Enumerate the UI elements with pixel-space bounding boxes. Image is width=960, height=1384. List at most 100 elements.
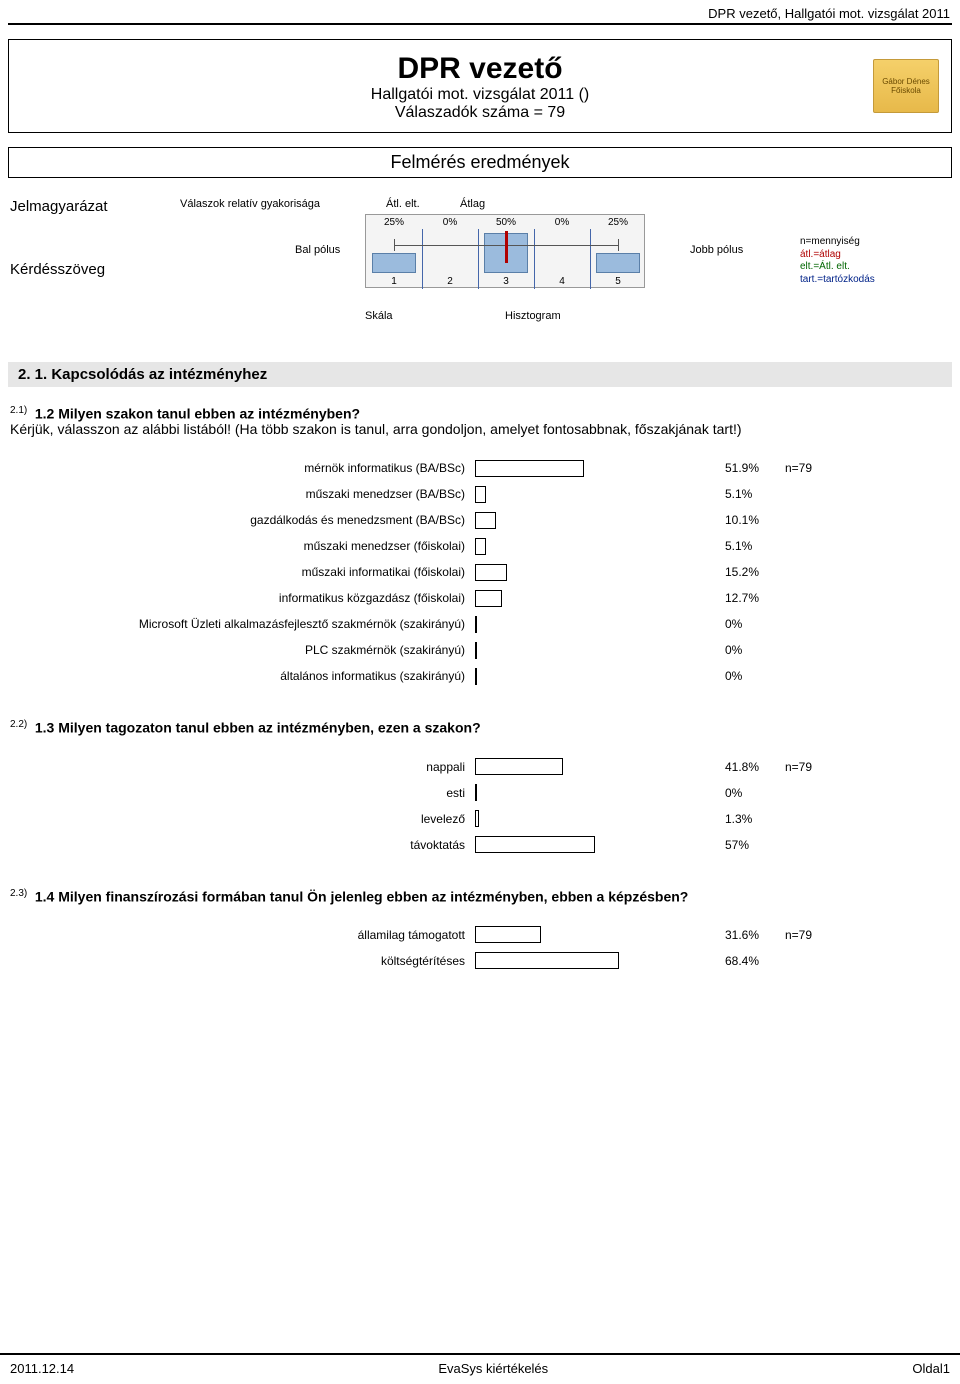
result-bar <box>475 836 685 853</box>
result-value: 57% <box>685 838 775 852</box>
hist-avg-marker <box>505 231 508 263</box>
result-label: esti <box>10 786 475 800</box>
result-n: n=79 <box>775 760 855 774</box>
q21-title: 1.2 Milyen szakon tanul ebben az intézmé… <box>35 405 360 421</box>
legend-jel: Jelmagyarázat <box>10 198 108 215</box>
result-row: államilag támogatott 31.6%n=79 <box>10 922 950 948</box>
legend-skala-label: Skála <box>365 310 393 322</box>
q23-num: 2.3) <box>10 888 27 899</box>
legend-left: Jelmagyarázat Kérdésszöveg <box>10 198 108 278</box>
result-value: 31.6% <box>685 928 775 942</box>
result-row: nappali 41.8%n=79 <box>10 754 950 780</box>
hist-pct-1: 25% <box>384 217 404 228</box>
result-value: 5.1% <box>685 487 775 501</box>
result-label: műszaki menedzser (BA/BSc) <box>10 487 475 501</box>
result-bar <box>475 616 685 633</box>
legend-stats: n=mennyiség átl.=átlag elt.=Átl. elt. ta… <box>800 236 875 286</box>
result-row: mérnök informatikus (BA/BSc) 51.9%n=79 <box>10 455 950 481</box>
result-n: n=79 <box>775 461 855 475</box>
legend-hisz-label: Hisztogram <box>505 310 561 322</box>
hist-tick <box>478 229 479 289</box>
hist-whisker-end <box>394 239 395 251</box>
title-box: DPR vezető Hallgatói mot. vizsgálat 2011… <box>8 39 952 133</box>
q22-title: 1.3 Milyen tagozaton tanul ebben az inté… <box>35 720 481 736</box>
header-rule <box>8 23 952 25</box>
legend-jobb-label: Jobb pólus <box>690 244 743 256</box>
hist-tick <box>534 229 535 289</box>
result-value: 41.8% <box>685 760 775 774</box>
result-bar <box>475 590 685 607</box>
header-line: DPR vezető, Hallgatói mot. vizsgálat 201… <box>0 0 960 23</box>
result-bar <box>475 784 685 801</box>
hist-tick <box>590 229 591 289</box>
hist-num-3: 3 <box>503 276 509 287</box>
question-2-1: 2.1) 1.2 Milyen szakon tanul ebben az in… <box>10 405 950 689</box>
result-label: gazdálkodás és menedzsment (BA/BSc) <box>10 513 475 527</box>
hist-tick <box>422 229 423 289</box>
result-value: 0% <box>685 643 775 657</box>
legend-tart: tart.=tartózkodás <box>800 274 875 287</box>
result-label: nappali <box>10 760 475 774</box>
result-value: 68.4% <box>685 954 775 968</box>
result-row: műszaki menedzser (BA/BSc) 5.1% <box>10 481 950 507</box>
result-row: műszaki informatikai (főiskolai) 15.2% <box>10 559 950 585</box>
result-label: általános informatikus (szakirányú) <box>10 669 475 683</box>
hist-pct-4: 0% <box>555 217 569 228</box>
result-label: műszaki menedzser (főiskolai) <box>10 539 475 553</box>
result-label: államilag támogatott <box>10 928 475 942</box>
legend-atlag-label: Átlag <box>460 198 485 210</box>
q22-rows: nappali41.8%n=79esti0%levelező1.3%távokt… <box>10 754 950 858</box>
page-subtitle-2: Válaszadók száma = 79 <box>19 104 941 122</box>
result-row: PLC szakmérnök (szakirányú) 0% <box>10 637 950 663</box>
result-label: mérnök informatikus (BA/BSc) <box>10 461 475 475</box>
result-label: távoktatás <box>10 838 475 852</box>
result-value: 0% <box>685 786 775 800</box>
result-bar <box>475 512 685 529</box>
result-bar <box>475 460 685 477</box>
hist-whisker-end <box>618 239 619 251</box>
result-value: 10.1% <box>685 513 775 527</box>
result-bar <box>475 564 685 581</box>
q21-rows: mérnök informatikus (BA/BSc) 51.9%n=79 műs… <box>10 455 950 689</box>
result-label: költségtérítéses <box>10 954 475 968</box>
result-row: gazdálkodás és menedzsment (BA/BSc) 10.1% <box>10 507 950 533</box>
result-bar <box>475 926 685 943</box>
legend-elt: elt.=Átl. elt. <box>800 261 875 274</box>
result-label: Microsoft Üzleti alkalmazásfejlesztő sza… <box>10 617 475 631</box>
hist-pct-3: 50% <box>496 217 516 228</box>
legend-histogram: 25% 0% 50% 0% 25% 1 2 3 4 5 <box>365 214 645 288</box>
footer-page: Oldal1 <box>912 1361 950 1376</box>
result-bar <box>475 952 685 969</box>
section-2-heading: 2. 1. Kapcsolódás az intézményhez <box>8 362 952 387</box>
result-label: levelező <box>10 812 475 826</box>
legend-bal-label: Bal pólus <box>295 244 340 256</box>
question-2-3: 2.3) 1.4 Milyen finanszírozási formában … <box>10 888 950 974</box>
result-bar <box>475 758 685 775</box>
q23-title: 1.4 Milyen finanszírozási formában tanul… <box>35 888 689 904</box>
result-row: informatikus közgazdász (főiskolai)12.7% <box>10 585 950 611</box>
q21-num: 2.1) <box>10 405 27 416</box>
hist-num-5: 5 <box>615 276 621 287</box>
q21-sub: Kérjük, válasszon az alábbi listából! (H… <box>10 421 950 437</box>
result-value: 15.2% <box>685 565 775 579</box>
result-value: 51.9% <box>685 461 775 475</box>
institution-badge: Gábor Dénes Főiskola <box>873 59 939 113</box>
result-label: informatikus közgazdász (főiskolai) <box>10 591 475 605</box>
result-row: levelező1.3% <box>10 806 950 832</box>
result-label: PLC szakmérnök (szakirányú) <box>10 643 475 657</box>
result-n: n=79 <box>775 928 855 942</box>
question-2-2: 2.2) 1.3 Milyen tagozaton tanul ebben az… <box>10 719 950 857</box>
legend-n: n=mennyiség <box>800 236 875 249</box>
q23-rows: államilag támogatott 31.6%n=79 költségtérí… <box>10 922 950 974</box>
q22-num: 2.2) <box>10 719 27 730</box>
result-value: 5.1% <box>685 539 775 553</box>
page-title: DPR vezető <box>19 52 941 86</box>
result-row: Microsoft Üzleti alkalmazásfejlesztő sza… <box>10 611 950 637</box>
legend-kerdes: Kérdésszöveg <box>10 261 108 278</box>
footer-center: EvaSys kiértékelés <box>438 1361 548 1376</box>
result-label: műszaki informatikai (főiskolai) <box>10 565 475 579</box>
result-row: távoktatás 57% <box>10 832 950 858</box>
hist-num-2: 2 <box>447 276 453 287</box>
legend-atlelt-label: Átl. elt. <box>386 198 420 210</box>
page-subtitle-1: Hallgatói mot. vizsgálat 2011 () <box>19 86 941 104</box>
